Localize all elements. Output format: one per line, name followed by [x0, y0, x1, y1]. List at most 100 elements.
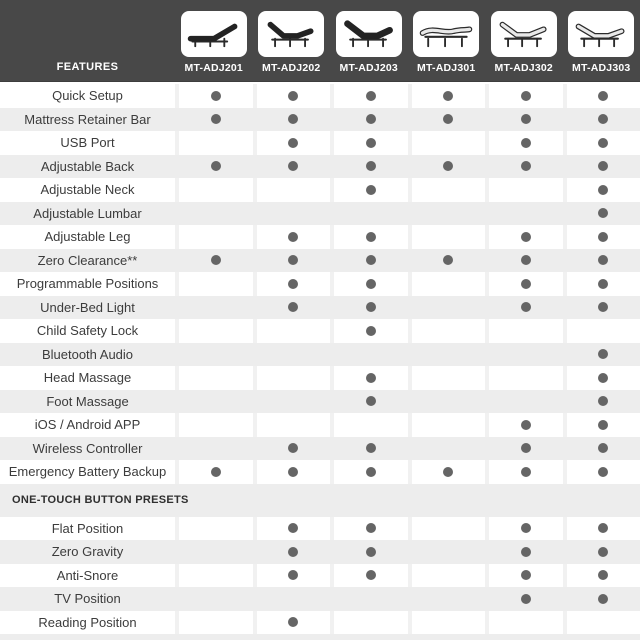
feature-cell — [252, 413, 331, 437]
feature-cell — [252, 131, 331, 155]
feature-dot — [598, 114, 609, 125]
feature-dot — [443, 161, 454, 172]
feature-cell — [485, 343, 563, 367]
feature-cell — [330, 540, 408, 564]
feature-dot — [365, 90, 376, 101]
feature-cell — [330, 108, 408, 132]
feature-row: Quick Setup — [0, 84, 640, 108]
feature-cell — [407, 178, 486, 202]
model-column: MT-ADJ203 — [330, 0, 408, 81]
model-column: MT-ADJ302 — [485, 0, 563, 81]
feature-dot — [520, 466, 531, 477]
feature-dot — [443, 114, 454, 125]
feature-cell — [252, 272, 331, 296]
feature-dot — [520, 114, 531, 125]
feature-cell — [563, 249, 640, 273]
feature-dot — [598, 231, 609, 242]
feature-dot — [520, 161, 531, 172]
feature-label: TV Position — [54, 591, 121, 607]
feature-row: Adjustable Back — [0, 154, 640, 179]
feature-row: iOS / Android APP — [0, 413, 640, 437]
feature-cell — [253, 296, 331, 320]
feature-row: Reading Position — [0, 610, 640, 634]
feature-cell — [407, 366, 486, 390]
feature-dot — [288, 302, 299, 313]
feature-label: Adjustable Leg — [44, 229, 131, 245]
feature-row: Emergency Battery Backup — [0, 460, 640, 484]
feature-cell — [485, 563, 563, 587]
feature-dot — [288, 90, 299, 101]
feature-row: Bluetooth Audio — [0, 342, 640, 367]
feature-dot — [365, 137, 376, 148]
bed-dark-head-incline-icon — [187, 23, 238, 48]
feature-cell — [485, 366, 563, 390]
feature-dot — [443, 466, 454, 477]
feature-dot — [598, 90, 609, 101]
feature-dot — [210, 255, 221, 266]
feature-dot — [210, 90, 221, 101]
feature-cell — [330, 131, 408, 155]
feature-cell — [253, 540, 331, 564]
feature-cell — [563, 343, 640, 367]
feature-cell — [175, 413, 253, 437]
feature-cell — [562, 225, 640, 249]
feature-dot — [598, 593, 609, 604]
feature-cell — [252, 563, 331, 587]
feature-cell — [407, 131, 486, 155]
model-column: MT-ADJ201 — [175, 0, 253, 81]
bed-light-head-foot-raised-icon — [499, 21, 547, 48]
feature-row: Flat Position — [0, 516, 640, 540]
feature-cell — [485, 155, 563, 179]
model-name: MT-ADJ303 — [572, 62, 631, 74]
feature-dot — [365, 302, 376, 313]
model-column: MT-ADJ303 — [563, 0, 640, 81]
feature-cell — [175, 249, 253, 273]
feature-dot — [210, 466, 221, 477]
feature-row: Foot Massage — [0, 389, 640, 414]
feature-cell — [562, 516, 640, 540]
feature-cell — [330, 178, 408, 202]
feature-dot — [365, 443, 376, 454]
feature-cell — [408, 296, 486, 320]
feature-dot — [598, 278, 609, 289]
feature-dot — [520, 570, 531, 581]
feature-cell — [252, 460, 331, 484]
feature-cell — [407, 272, 486, 296]
feature-cell — [253, 202, 331, 226]
feature-cell — [562, 84, 640, 108]
feature-cell — [330, 343, 408, 367]
feature-dot — [598, 466, 609, 477]
bed-light-contour-icon — [575, 23, 625, 48]
feature-dot — [288, 570, 299, 581]
feature-cell — [330, 296, 408, 320]
feature-cell — [408, 437, 486, 461]
feature-cell — [252, 178, 331, 202]
feature-cell — [330, 84, 408, 108]
feature-label: Zero Clearance** — [37, 252, 138, 268]
feature-cell — [253, 390, 331, 414]
feature-row: Adjustable Neck — [0, 178, 640, 202]
feature-label: Head Massage — [43, 370, 132, 386]
feature-dot — [365, 184, 376, 195]
feature-cell — [563, 437, 640, 461]
feature-label: Wireless Controller — [32, 440, 143, 456]
feature-label: Bluetooth Audio — [41, 346, 134, 362]
feature-cell — [485, 460, 563, 484]
feature-dot — [365, 546, 376, 557]
feature-dot — [288, 466, 299, 477]
feature-row: Adjustable Lumbar — [0, 201, 640, 226]
feature-dot — [288, 137, 299, 148]
bed-dark-contour-icon — [343, 20, 393, 48]
feature-cell — [485, 272, 563, 296]
feature-dot — [520, 302, 531, 313]
feature-cell — [175, 272, 253, 296]
feature-cell — [175, 563, 253, 587]
feature-cell — [562, 366, 640, 390]
feature-row: Child Safety Lock — [0, 319, 640, 343]
feature-cell — [175, 460, 253, 484]
feature-cell — [175, 540, 253, 564]
section-header-row: ONE-TOUCH BUTTON PRESETS — [0, 483, 640, 517]
feature-label: Under-Bed Light — [40, 299, 135, 315]
feature-dot — [520, 546, 531, 557]
